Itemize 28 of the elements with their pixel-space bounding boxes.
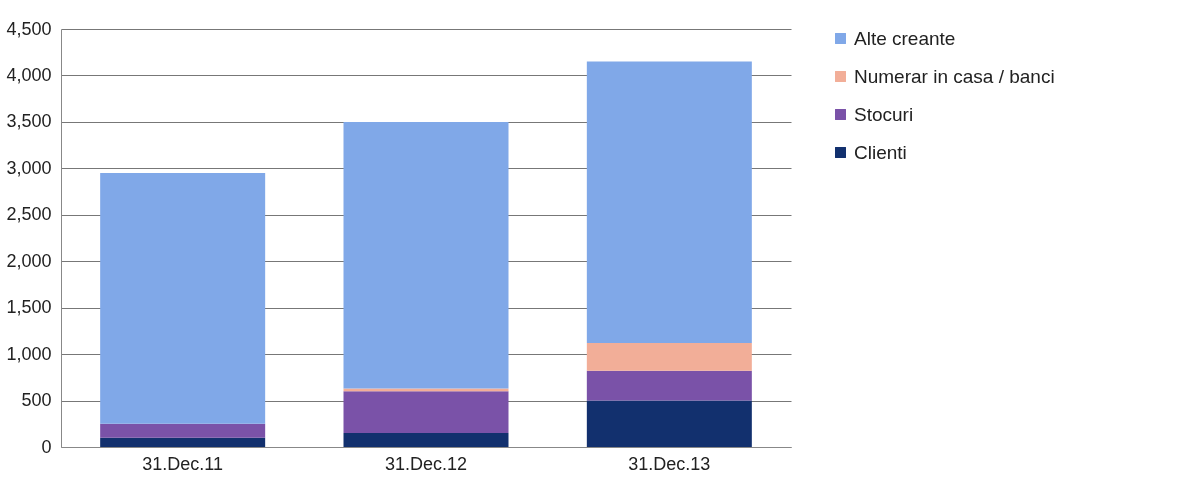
bar [586, 400, 752, 447]
bar [100, 423, 266, 438]
y-tick-label: 4,000 [6, 64, 52, 85]
bar [343, 121, 509, 389]
x-tick-label: 31.Dec.12 [384, 453, 468, 474]
legend-label: Clienti [854, 141, 907, 163]
bar [100, 172, 266, 424]
y-tick-label: 3,000 [6, 157, 52, 178]
y-tick-label: 3,500 [6, 111, 52, 132]
y-tick-label: 1,000 [6, 343, 52, 364]
y-tick-label: 500 [21, 390, 52, 411]
legend-label: Numerar in casa / banci [854, 65, 1055, 87]
y-tick-label: 2,000 [6, 250, 52, 271]
legend-label: Stocuri [854, 103, 914, 125]
bar [343, 388, 509, 392]
bar [343, 433, 509, 447]
y-tick-label: 2,500 [6, 204, 52, 225]
x-tick-label: 31.Dec.11 [142, 453, 224, 474]
bar [343, 391, 509, 434]
y-tick-label: 1,500 [6, 297, 52, 318]
y-tick-label: 4,500 [6, 18, 52, 39]
x-tick-label: 31.Dec.13 [628, 453, 711, 474]
bar [586, 370, 752, 401]
y-tick-label: 0 [41, 436, 52, 457]
legend-label: Alte creante [854, 27, 956, 49]
bar [586, 342, 752, 371]
bar [586, 61, 752, 343]
bar [100, 437, 266, 447]
